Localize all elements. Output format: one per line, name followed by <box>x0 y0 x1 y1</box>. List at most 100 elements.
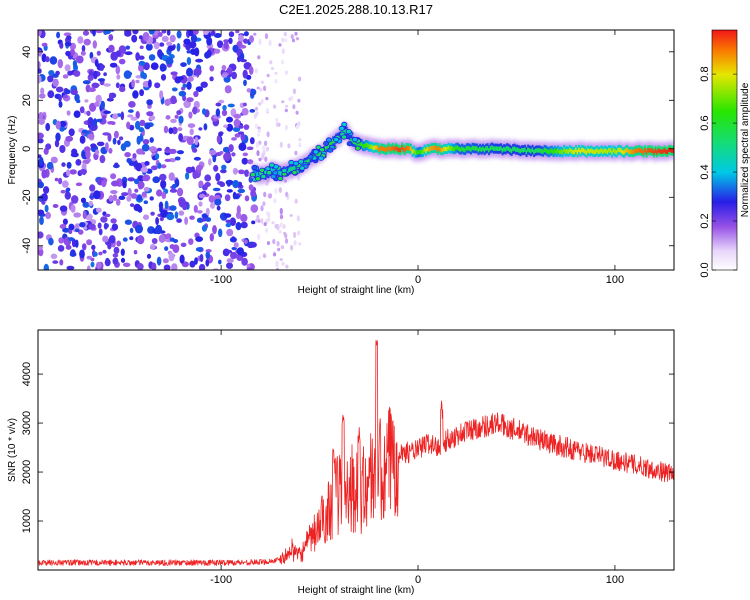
ridge-peak-cell <box>426 146 429 152</box>
noise-speckle <box>279 141 283 148</box>
noise-speckle <box>215 172 221 182</box>
colorbar-cell <box>712 143 737 145</box>
noise-speckle <box>164 200 169 210</box>
colorbar-cell <box>712 130 737 132</box>
colorbar-cell <box>712 191 737 193</box>
colorbar-cell <box>712 266 737 268</box>
noise-speckle <box>75 159 82 166</box>
noise-speckle <box>195 86 204 92</box>
ridge-peak-cell <box>650 148 653 153</box>
noise-speckle <box>65 135 74 142</box>
noise-speckle <box>180 62 187 67</box>
noise-speckle <box>185 201 189 207</box>
colorbar-cell <box>712 198 737 200</box>
spectrogram-ticks: -100 0 100 -40 -20 0 20 40 <box>21 30 674 286</box>
noise-speckle <box>237 188 246 194</box>
noise-speckle <box>221 164 227 170</box>
noise-speckle <box>197 210 203 214</box>
colorbar-cell <box>712 45 737 47</box>
noise-speckle <box>163 125 169 134</box>
ridge-peak-cell <box>618 147 621 152</box>
colorbar-cell <box>712 159 737 161</box>
ridge-peak-cell <box>549 148 552 154</box>
colorbar-cell <box>712 260 737 262</box>
ridge-peak-cell <box>608 148 611 153</box>
noise-speckle <box>166 41 173 47</box>
ridge-peak-cell <box>602 149 605 155</box>
noise-speckle <box>194 136 199 146</box>
snr-series-line <box>38 339 674 566</box>
spectrogram-frame <box>37 29 675 271</box>
noise-speckle <box>82 30 90 36</box>
noise-speckle <box>144 161 150 166</box>
noise-speckle <box>209 65 215 72</box>
ridge-peak-cell <box>258 173 261 179</box>
noise-speckle <box>150 62 159 70</box>
noise-speckle <box>193 90 199 98</box>
colorbar-cell <box>712 225 737 227</box>
noise-speckle <box>161 35 169 43</box>
noise-speckle <box>268 39 272 47</box>
noise-speckle <box>108 92 113 100</box>
colorbar-cell <box>712 84 737 86</box>
noise-speckle <box>170 95 177 105</box>
noise-speckle <box>241 157 248 165</box>
ridge-peak-cell <box>461 146 464 151</box>
noise-speckle <box>250 88 257 96</box>
ridge-peak-cell <box>539 148 542 153</box>
noise-speckle <box>226 258 234 264</box>
noise-speckle <box>222 146 230 153</box>
colorbar-cell <box>712 58 737 60</box>
ridge-peak-cell <box>615 150 618 155</box>
noise-speckle <box>178 115 184 124</box>
noise-speckle <box>104 213 111 218</box>
colorbar-cell <box>712 41 737 43</box>
ridge-peak-cell <box>528 148 531 153</box>
noise-speckle <box>68 229 73 234</box>
ridge-peak-cell <box>660 149 663 154</box>
noise-speckle <box>40 193 48 202</box>
noise-speckle <box>257 233 261 241</box>
colorbar-cell <box>712 239 737 241</box>
colorbar-cell <box>712 64 737 66</box>
noise-speckle <box>45 143 52 150</box>
colorbar-cell <box>712 194 737 196</box>
noise-speckle <box>250 204 259 213</box>
ridge-peak-cell <box>324 146 327 151</box>
ridge-blob <box>345 129 352 135</box>
noise-speckle <box>119 136 124 141</box>
noise-speckle <box>156 189 163 197</box>
colorbar-cell <box>712 139 737 141</box>
ridge-peak-cell <box>596 148 599 153</box>
noise-speckle <box>289 214 293 217</box>
noise-speckle <box>264 33 269 40</box>
noise-speckle <box>201 218 207 222</box>
ridge-peak-cell <box>498 146 501 151</box>
noise-speckle <box>265 227 269 233</box>
colorbar-cell <box>712 210 737 212</box>
colorbar-cell <box>712 118 737 120</box>
colorbar-cell <box>712 253 737 255</box>
colorbar-cell <box>712 248 737 250</box>
snr-frame <box>37 329 675 571</box>
ridge-peak-cell <box>669 147 672 153</box>
colorbar-cell <box>712 261 737 263</box>
ridge-blob <box>323 140 330 147</box>
noise-speckle <box>129 227 134 234</box>
colorbar-cell <box>712 158 737 160</box>
colorbar-cell <box>712 259 737 261</box>
ridge-peak-cell <box>447 145 450 150</box>
noise-speckle <box>86 255 93 260</box>
colorbar-cell <box>712 129 737 131</box>
noise-speckle <box>281 37 285 43</box>
colorbar-cell <box>712 109 737 111</box>
colorbar-cell <box>712 78 737 80</box>
ridge-peak-cell <box>507 146 510 151</box>
noise-speckle <box>110 121 116 125</box>
noise-speckle <box>225 249 233 254</box>
ridge-peak-cell <box>435 145 438 151</box>
spectrogram-panel: -100 0 100 -40 -20 0 20 40 Height of straight l… <box>7 29 675 296</box>
colorbar-cell <box>712 170 737 172</box>
ridge-peak-cell <box>396 147 399 152</box>
colorbar-cell <box>712 188 737 190</box>
